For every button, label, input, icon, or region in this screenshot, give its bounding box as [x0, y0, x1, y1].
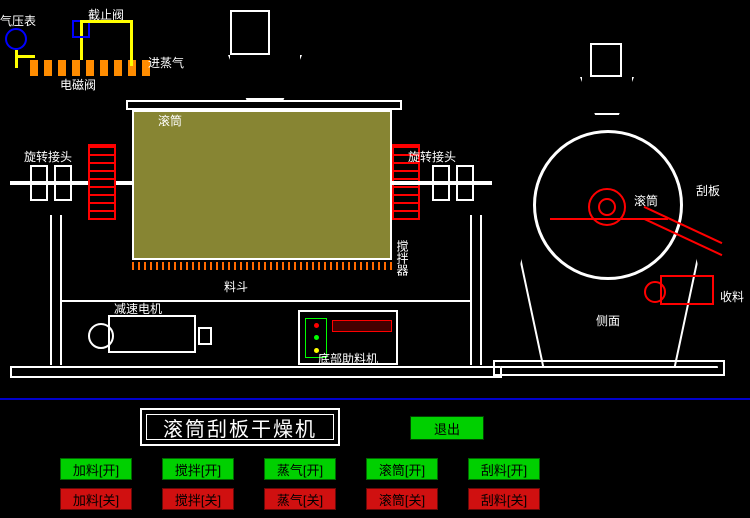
open-button-row: 加料[开] 搅拌[开] 蒸气[开] 滚筒[开] 刮料[开]: [60, 458, 540, 480]
top-hopper: [228, 55, 302, 100]
discharge-label: 收料: [720, 288, 744, 305]
pressure-gauge-icon: [5, 28, 27, 50]
led-icon: [314, 335, 319, 340]
led-icon: [314, 323, 319, 328]
page-title-text: 滚筒刮板干燥机: [163, 413, 317, 442]
side-top-motor: [590, 43, 622, 77]
scrape-on-button[interactable]: 刮料[开]: [468, 458, 540, 480]
hopper-label: 料斗: [224, 278, 248, 295]
drum-off-button[interactable]: 滚筒[关]: [366, 488, 438, 510]
side-hopper: [580, 77, 634, 115]
drum-hatching: [132, 262, 392, 270]
top-motor: [230, 10, 270, 55]
gear-motor: [108, 315, 196, 353]
solenoid-valve-label: 电磁阀: [60, 76, 96, 93]
bottom-feeder-label: 底部助料机: [318, 350, 378, 367]
side-view-label: 侧面: [596, 312, 620, 329]
exit-button-label: 退出: [434, 419, 460, 438]
base-frame: [10, 366, 502, 378]
drum-frame-top: [126, 100, 402, 110]
pressure-gauge-label: 气压表: [0, 12, 36, 29]
side-gear-motor: [660, 275, 714, 305]
drum-body: [132, 110, 392, 260]
steam-on-button[interactable]: 蒸气[开]: [264, 458, 336, 480]
drum-label: 滚筒: [158, 112, 182, 129]
exit-button[interactable]: 退出: [410, 416, 484, 440]
side-base-rect: [493, 360, 725, 376]
pipe: [15, 50, 18, 68]
stand: [470, 215, 472, 365]
rotary-joint-right-label: 旋转接头: [408, 148, 456, 165]
stir-off-button[interactable]: 搅拌[关]: [162, 488, 234, 510]
close-button-row: 加料[关] 搅拌[关] 蒸气[关] 滚筒[关] 刮料[关]: [60, 488, 540, 510]
drum-on-button[interactable]: 滚筒[开]: [366, 458, 438, 480]
page-title: 滚筒刮板干燥机: [140, 408, 340, 446]
feed-on-button[interactable]: 加料[开]: [60, 458, 132, 480]
stand: [480, 215, 482, 365]
scraper-label: 刮板: [696, 182, 720, 199]
stand: [60, 215, 62, 365]
scrape-off-button[interactable]: 刮料[关]: [468, 488, 540, 510]
pipe: [15, 55, 35, 58]
stand: [50, 215, 52, 365]
rotary-joint-left-label: 旋转接头: [24, 148, 72, 165]
stir-on-button[interactable]: 搅拌[开]: [162, 458, 234, 480]
stirrer-label: 搅拌器: [394, 240, 411, 276]
pipe: [80, 20, 132, 23]
steam-in-label: 进蒸气: [148, 54, 184, 71]
steam-off-button[interactable]: 蒸气[关]: [264, 488, 336, 510]
bottom-feeder-display: [332, 320, 392, 332]
gear-motor-label: 减速电机: [114, 300, 162, 317]
feed-off-button[interactable]: 加料[关]: [60, 488, 132, 510]
pipe: [130, 20, 133, 66]
side-drum-hub: [588, 188, 626, 226]
side-drum-label: 滚筒: [634, 192, 658, 209]
